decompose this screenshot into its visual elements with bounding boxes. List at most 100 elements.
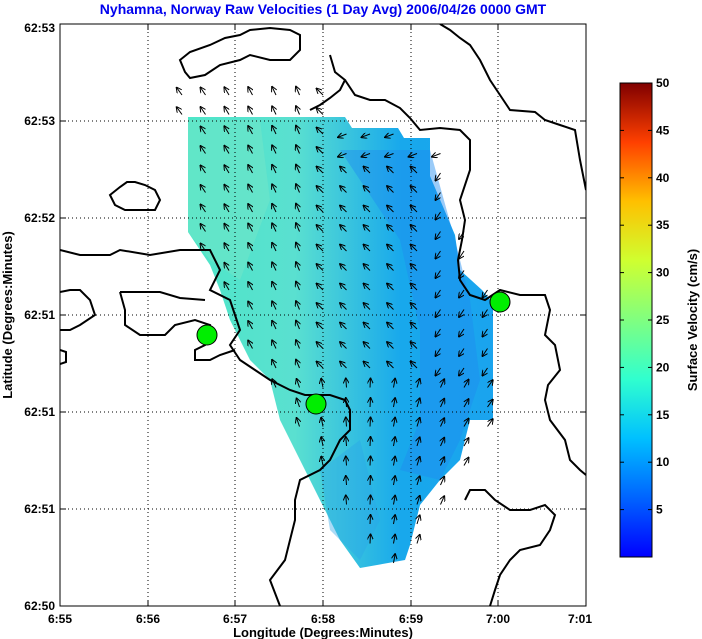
velocity-arrow <box>340 206 347 213</box>
velocity-arrow <box>201 146 206 154</box>
velocity-arrow <box>296 340 300 349</box>
y-tick-labels: 62:53 62:53 62:52 62:51 62:51 62:51 62:5… <box>24 21 55 613</box>
velocity-arrow <box>272 282 276 291</box>
velocity-arrow <box>459 309 465 318</box>
colorbar-tick-label: 25 <box>656 313 670 327</box>
velocity-arrow <box>248 146 252 154</box>
velocity-field-light <box>188 120 270 280</box>
velocity-arrow <box>459 348 465 357</box>
velocity-arrow <box>296 126 300 135</box>
velocity-arrow <box>346 379 347 388</box>
velocity-arrow <box>340 225 347 232</box>
velocity-arrow <box>387 245 394 252</box>
velocity-arrow <box>464 438 469 447</box>
velocity-arrow <box>483 289 488 298</box>
velocity-arrow <box>296 321 300 330</box>
velocity-arrow <box>436 348 441 357</box>
velocity-arrow <box>370 437 371 447</box>
velocity-arrow <box>296 301 300 310</box>
velocity-arrow <box>436 192 441 201</box>
velocity-arrow <box>394 437 396 447</box>
velocity-arrow <box>296 282 300 291</box>
velocity-arrow <box>417 437 420 447</box>
colorbar-ticks: 5 10 15 20 25 30 35 40 45 50 <box>620 76 670 517</box>
velocity-arrow <box>224 107 229 115</box>
coastline <box>60 24 586 606</box>
y-axis-label: Latitude (Degrees:Minutes) <box>0 231 15 399</box>
velocity-arrow <box>387 167 394 174</box>
x-tick-label: 6:58 <box>311 612 335 626</box>
velocity-arrow <box>224 126 229 135</box>
velocity-arrow <box>296 87 300 96</box>
velocity-arrow <box>387 264 394 271</box>
velocity-arrow <box>487 419 493 427</box>
velocity-arrow <box>441 379 445 388</box>
station-marker <box>196 324 218 346</box>
velocity-arrow <box>272 340 276 349</box>
x-axis-label: Longitude (Degrees:Minutes) <box>233 625 413 639</box>
velocity-arrow <box>370 535 371 544</box>
velocity-arrow <box>248 165 252 174</box>
velocity-arrow <box>436 367 441 376</box>
velocity-arrow <box>224 204 229 213</box>
velocity-arrow <box>346 437 347 447</box>
x-tick-label: 7:01 <box>568 612 592 626</box>
velocity-arrow <box>296 204 300 213</box>
velocity-arrow <box>317 108 324 115</box>
velocity-arrow <box>362 134 371 137</box>
velocity-arrow <box>409 154 418 157</box>
velocity-arrow <box>459 231 465 240</box>
velocity-arrow <box>321 379 323 388</box>
velocity-arrow <box>340 264 347 271</box>
velocity-arrow <box>272 301 276 310</box>
velocity-arrow <box>394 554 396 564</box>
velocity-arrow <box>411 362 418 369</box>
x-tick-label: 6:56 <box>136 612 160 626</box>
velocity-arrow <box>394 398 396 408</box>
velocity-arrow <box>487 380 493 388</box>
velocity-arrow <box>459 270 465 279</box>
velocity-arrow <box>346 398 347 408</box>
velocity-arrow <box>441 438 445 447</box>
velocity-arrow <box>296 184 300 193</box>
velocity-arrow <box>201 224 206 232</box>
velocity-arrow <box>224 243 229 252</box>
velocity-arrow <box>441 418 445 427</box>
velocity-arrow <box>272 87 276 96</box>
velocity-arrow <box>387 206 394 213</box>
y-tick-label: 62:53 <box>24 114 55 128</box>
velocity-arrow <box>317 167 324 174</box>
velocity-arrow <box>364 362 371 369</box>
velocity-arrow <box>317 342 324 349</box>
velocity-arrow <box>441 496 445 505</box>
chart-title: Nyhamna, Norway Raw Velocities (1 Day Av… <box>100 1 547 17</box>
velocity-arrow <box>370 496 371 505</box>
velocity-arrow <box>364 167 371 174</box>
velocity-arrow <box>436 309 441 318</box>
velocity-arrow <box>296 360 300 369</box>
velocity-arrow <box>346 457 347 466</box>
velocity-arrow <box>370 457 371 466</box>
velocity-arrow <box>411 264 418 271</box>
y-tick-label: 62:53 <box>24 21 55 35</box>
velocity-arrow <box>364 284 371 291</box>
velocity-arrow <box>387 225 394 232</box>
velocity-arrow <box>370 515 371 525</box>
velocity-arrow <box>248 204 252 213</box>
station-marker <box>305 393 327 415</box>
velocity-arrow <box>340 284 347 291</box>
velocity-field-low <box>320 440 380 560</box>
velocity-arrow <box>387 303 394 310</box>
velocity-arrow <box>387 362 394 369</box>
velocity-arrow <box>224 165 229 174</box>
velocity-arrow <box>364 264 371 271</box>
velocity-arrow <box>394 476 396 486</box>
colorbar-tick-label: 45 <box>656 123 670 137</box>
velocity-arrow <box>248 263 252 271</box>
x-tick-label: 6:57 <box>223 612 247 626</box>
velocity-arrow <box>441 457 445 466</box>
velocity-arrow <box>296 223 300 232</box>
velocity-arrow <box>340 362 347 369</box>
velocity-arrow <box>362 154 371 157</box>
velocity-arrow <box>248 321 252 330</box>
